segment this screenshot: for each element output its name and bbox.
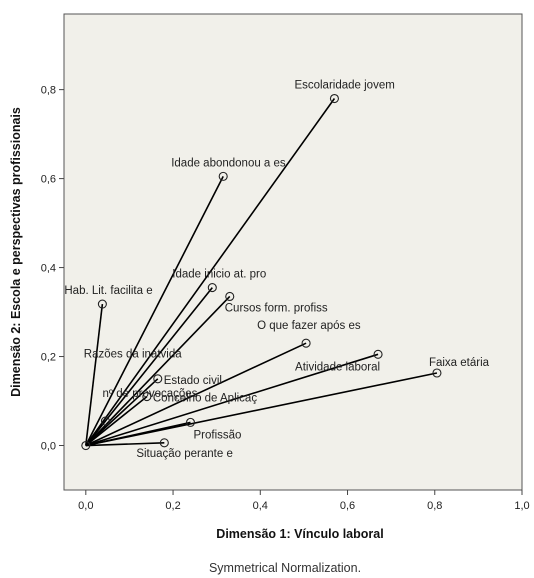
y-tick-label: 0,0 (41, 441, 56, 453)
y-tick-label: 0,6 (41, 174, 56, 186)
point-label: Situação perante e (136, 448, 233, 460)
vector-line (85, 303, 104, 446)
point-label: Idade inicio at. pro (172, 269, 266, 281)
point-label: Estado civil (164, 375, 222, 387)
point-label: Atividade laboral (295, 361, 380, 373)
y-tick-label: 0,8 (41, 85, 56, 97)
vector-line (85, 287, 213, 447)
x-tick-label: 0,6 (340, 500, 355, 512)
vector-line (85, 372, 438, 447)
point-label: Concelho de Aplicaç (153, 393, 257, 405)
point-label: Razões da inatvida (84, 349, 182, 361)
point-marker (142, 392, 152, 402)
x-tick-label: 1,0 (514, 500, 529, 512)
y-axis-title: Dimensão 2: Escola e perspectivas profis… (9, 107, 23, 397)
point-marker (153, 374, 163, 384)
y-tick-label: 0,4 (41, 263, 56, 275)
x-tick-label: 0,4 (253, 500, 268, 512)
vector-line (85, 395, 148, 447)
point-label: Idade abondonou a es (171, 157, 286, 169)
point-label: Profissão (193, 429, 241, 441)
point-marker (207, 283, 217, 293)
point-marker (329, 93, 339, 104)
vector-line (85, 342, 307, 447)
x-tick-label: 0,0 (78, 500, 93, 512)
vector-line (85, 176, 224, 446)
x-tick-label: 0,2 (165, 500, 180, 512)
point-marker (301, 338, 311, 348)
y-tick-label: 0,2 (41, 352, 56, 364)
x-axis-title: Dimensão 1: Vínculo laboral (216, 527, 383, 541)
point-marker (218, 171, 228, 181)
point-label: Faixa etária (429, 357, 490, 369)
point-marker (159, 438, 169, 448)
plot-area (63, 13, 523, 491)
point-marker (81, 440, 91, 451)
vector-line (85, 378, 159, 447)
point-labels: Escolaridade jovem Idade abondonou a es Id… (64, 80, 489, 460)
vector-line (85, 420, 107, 447)
point-label: nº de provocações (102, 388, 197, 400)
point-label: Cursos form. profiss (225, 302, 328, 314)
vector-line (85, 442, 165, 447)
point-marker (373, 349, 383, 359)
vector-lines (85, 98, 438, 447)
point-marker (100, 416, 110, 426)
x-tick-label: 0,8 (427, 500, 442, 512)
y-axis-ticks: 0,0 0,2 0,4 0,6 0,8 (41, 85, 64, 453)
point-markers (81, 93, 442, 451)
point-marker (432, 368, 442, 378)
vector-line (85, 353, 379, 447)
point-label: Hab. Lit. facilita e (64, 285, 152, 297)
point-label: Escolaridade jovem (294, 80, 394, 92)
point-label: O que fazer após es (257, 320, 361, 332)
point-marker (225, 291, 235, 302)
point-marker (97, 299, 107, 309)
vector-line (85, 98, 336, 446)
vector-line (85, 421, 191, 447)
normalization-footnote: Symmetrical Normalization. (209, 561, 361, 575)
point-marker (185, 417, 196, 427)
x-axis-ticks: 0,0 0,2 0,4 0,6 0,8 1,0 (78, 490, 530, 512)
